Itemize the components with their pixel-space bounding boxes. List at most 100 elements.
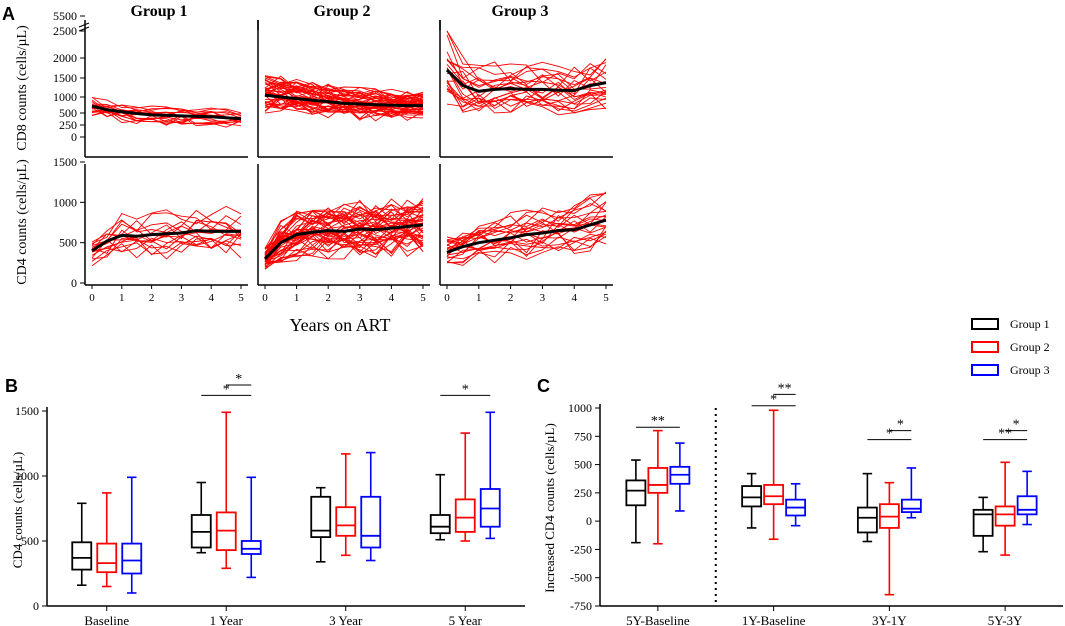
panel-a-cd4-ylabel: CD4 counts (cells/µL) — [15, 159, 30, 285]
group-title-3: Group 3 — [491, 3, 548, 20]
panel-a-individual-line-0-2-12 — [446, 88, 607, 112]
panel-label-a: A — [2, 4, 15, 24]
panel-a-individual-line-0-1-37 — [264, 105, 424, 121]
panel-a-individual-line-1-1-32 — [264, 227, 424, 269]
panel-a-ytick-label-0-4: 1500 — [53, 71, 77, 85]
panel-a-individual-line-0-0-15 — [91, 107, 242, 127]
panel-c-xtick-label-2: 3Y-1Y — [872, 613, 907, 626]
panel-a-xtick-label-0-3: 3 — [179, 292, 185, 304]
panel-a-individual-line-1-1-41 — [264, 208, 424, 253]
panel-c-ytick-label-2: -250 — [570, 542, 592, 556]
panel-c-sig-label-4: * — [897, 418, 904, 433]
legend-swatch-group-1 — [971, 318, 999, 330]
panel-a-ytick-label-1-2: 1000 — [53, 195, 77, 209]
panel-c-ytick-label-0: -750 — [570, 599, 592, 613]
panel-a-individual-line-0-2-9 — [446, 30, 607, 82]
legend-label-group-1: Group 1 — [1010, 317, 1050, 331]
panel-a-ytick-label-1-1: 500 — [59, 236, 77, 250]
panel-a-line-charts: 0250500100015002000250055000500100015000… — [53, 9, 613, 304]
panel-a-individual-line-1-1-27 — [264, 222, 424, 265]
panel-b-box-chart: 0 500 1000 1500 Baseline 1 Year 3 Year 5 Year * *… — [15, 372, 525, 626]
panel-a-individual-line-1-2-21 — [446, 201, 607, 244]
panel-a-xtick-label-1-1: 1 — [294, 292, 300, 304]
panel-a-individual-line-1-1-43 — [264, 198, 424, 250]
panel-a-ytick-label-1-3: 1500 — [53, 155, 77, 169]
panel-b-sig-label-2: * — [462, 382, 469, 397]
panel-a-individual-line-1-0-15 — [91, 233, 242, 262]
panel-a-mean-line-1-2 — [446, 218, 607, 254]
panel-a-axis-break-1 — [78, 22, 90, 28]
panel-a-individual-line-0-0-14 — [91, 109, 242, 125]
panel-c-ytick-label-7: 1000 — [568, 401, 592, 415]
panel-a-xtick-label-1-4: 4 — [389, 292, 395, 304]
panel-a-individual-line-0-1-43 — [264, 95, 424, 117]
panel-a-individual-line-1-2-18 — [446, 233, 607, 264]
panel-b-ylabel: CD4 counts (cells/µL) — [10, 452, 25, 569]
panel-a-individual-line-1-2-9 — [446, 235, 607, 263]
panel-a-ytick-label-0-7: 5500 — [53, 9, 77, 23]
panel-a-xtick-label-0-4: 4 — [208, 292, 214, 304]
panel-c-xtick-label-0: 5Y-Baseline — [626, 613, 690, 626]
panel-b-box-0-1-iqr — [96, 542, 118, 574]
panel-b-box-2-1-iqr — [335, 506, 357, 537]
panel-a-xtick-label-1-0: 0 — [262, 292, 268, 304]
panel-a-individual-line-1-2-3 — [446, 233, 607, 255]
panel-c-ytick-label-5: 500 — [574, 458, 592, 472]
panel-b-box-2-0-iqr — [310, 495, 332, 538]
panel-a-xtick-label-2-1: 1 — [476, 292, 482, 304]
panel-a-ytick-label-0-5: 2000 — [53, 51, 77, 65]
legend: Group 1 Group 2 Group 3 — [971, 317, 1050, 377]
panel-a-individual-line-1-1-37 — [264, 234, 424, 264]
panel-c-sig-label-6: * — [1013, 418, 1020, 433]
panel-a-individual-line-1-1-42 — [264, 199, 424, 256]
panel-c-sig-label-3: * — [886, 427, 893, 442]
panel-b-xtick-label-1: 1 Year — [210, 613, 244, 626]
panel-c-box-0-1-iqr — [647, 467, 669, 494]
panel-b-box-0-0-iqr — [71, 541, 93, 571]
legend-label-group-3: Group 3 — [1010, 363, 1050, 377]
panel-label-c: C — [537, 376, 550, 396]
panel-a-xtick-label-0-0: 0 — [89, 292, 95, 304]
panel-a-individual-line-0-2-20 — [446, 51, 607, 90]
panel-a-mean-line-0-1 — [264, 93, 423, 108]
panel-a-individual-line-0-1-22 — [264, 75, 424, 100]
panel-a-individual-line-0-1-10 — [264, 83, 424, 99]
panel-c-box-2-2-iqr — [900, 498, 922, 513]
panel-a-individual-line-1-0-0 — [91, 233, 242, 252]
panel-a-ytick-label-0-6: 2500 — [53, 24, 77, 38]
panel-a-individual-line-0-2-18 — [446, 94, 607, 110]
panel-a-xtick-label-2-2: 2 — [508, 292, 514, 304]
panel-b-sig-label-1: * — [235, 372, 242, 387]
panel-a-individual-line-1-2-10 — [446, 192, 607, 241]
legend-swatch-group-3 — [971, 364, 999, 376]
panel-c-box-0-0-iqr — [625, 479, 647, 507]
panel-c-box-chart: -750 -500 -250 0 250 500 750 1000 5Y-Baseline 1Y-… — [568, 381, 1063, 626]
panel-a-individual-line-1-0-12 — [91, 212, 242, 247]
panel-a-individual-line-0-2-13 — [446, 79, 607, 114]
panel-b-xtick-label-2: 3 Year — [329, 613, 363, 626]
panel-a-xtick-label-2-5: 5 — [603, 292, 609, 304]
panel-c-sig-label-1: * — [770, 393, 777, 408]
panel-a-individual-line-1-1-34 — [264, 204, 424, 254]
panel-c-ytick-label-3: 0 — [586, 514, 592, 528]
panel-b-sig-label-0: * — [223, 382, 230, 397]
panel-label-b: B — [5, 376, 18, 396]
panel-c-box-1-0-iqr — [741, 485, 763, 508]
panel-a-individual-line-0-0-7 — [91, 96, 242, 114]
panel-a-individual-line-0-1-27 — [264, 94, 423, 116]
panel-a-mean-line-1-0 — [91, 229, 241, 252]
panel-a-individual-line-0-2-0 — [446, 60, 607, 88]
panel-a-individual-line-1-0-10 — [91, 232, 242, 260]
panel-a-ytick-label-0-3: 1000 — [53, 90, 77, 104]
panel-b-box-3-1-iqr — [454, 498, 476, 533]
panel-b-ytick-label-0: 0 — [33, 599, 39, 613]
panel-a-individual-line-0-2-7 — [446, 90, 607, 112]
panel-a-mean-line-0-2 — [445, 68, 607, 93]
panel-a-individual-line-1-2-13 — [446, 216, 607, 249]
panel-a-individual-line-1-0-2 — [91, 205, 242, 244]
panel-a-axis-break-2 — [78, 26, 90, 32]
panel-a-individual-line-0-2-16 — [446, 60, 607, 97]
panel-a-xtick-label-0-2: 2 — [149, 292, 155, 304]
panel-c-sig-label-2: ** — [778, 381, 792, 396]
panel-a-individual-line-0-1-39 — [264, 77, 424, 104]
